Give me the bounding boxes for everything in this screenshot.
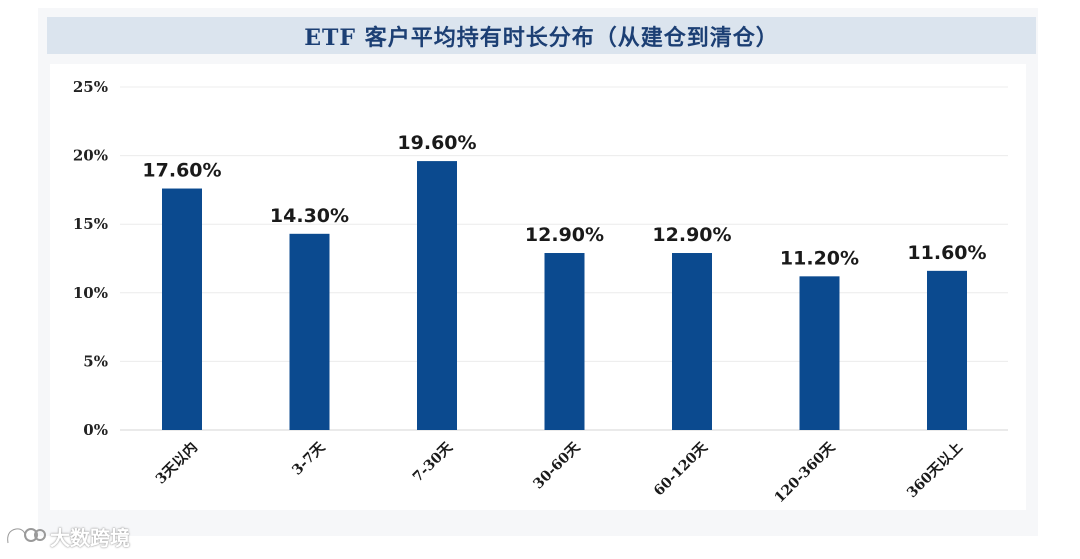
y-tick-label: 0% — [83, 421, 108, 439]
data-label: 11.60% — [907, 242, 986, 264]
chart-title: ETF 客户平均持有时长分布（从建仓到清仓） — [304, 24, 779, 51]
bar — [289, 233, 330, 430]
y-tick-label: 20% — [73, 147, 108, 165]
bar — [162, 188, 202, 430]
data-label: 11.20% — [780, 247, 859, 269]
data-label: 19.60% — [397, 132, 476, 154]
data-label: 12.90% — [652, 224, 731, 246]
brand-logo-icon — [5, 526, 46, 543]
chart-panel: 0% 5% 10% 15% 20% 25% 17.60% 3天以内 14.30% 3-7天 19.6… — [50, 64, 1026, 510]
x-category-label: 120-360天 — [772, 439, 839, 506]
y-tick-label: 10% — [73, 284, 108, 302]
y-tick-label: 25% — [73, 78, 108, 96]
watermark-text: 大数跨境 — [50, 526, 130, 550]
watermark: 大数跨境 — [4, 522, 130, 551]
chart-title-bar: ETF 客户平均持有时长分布（从建仓到清仓） — [47, 17, 1036, 54]
data-label: 17.60% — [142, 160, 221, 182]
y-tick-label: 5% — [83, 352, 108, 370]
bar-chart: 0% 5% 10% 15% 20% 25% 17.60% 3天以内 14.30% 3-7天 19.6… — [73, 78, 1008, 506]
bar — [799, 276, 840, 430]
bar — [544, 253, 585, 430]
data-label: 14.30% — [270, 205, 349, 227]
bar — [927, 270, 967, 430]
bar — [417, 161, 457, 430]
x-category-label: 3天以内 — [152, 439, 201, 488]
bar — [672, 253, 712, 430]
x-category-label: 30-60天 — [530, 439, 584, 493]
x-category-label: 7-30天 — [410, 439, 457, 486]
y-tick-label: 15% — [73, 215, 108, 233]
x-category-label: 360天以上 — [904, 440, 966, 502]
x-category-label: 3-7天 — [289, 439, 329, 479]
x-category-label: 60-120天 — [651, 439, 711, 499]
data-label: 12.90% — [525, 224, 604, 246]
